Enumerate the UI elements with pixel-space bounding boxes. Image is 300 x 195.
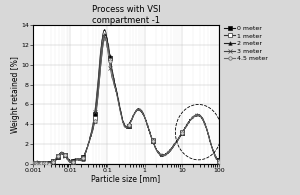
Legend: 0 meter, 1 meter, 2 meter, 3 meter, 4.5 meter: 0 meter, 1 meter, 2 meter, 3 meter, 4.5 … xyxy=(224,26,268,61)
X-axis label: Particle size [mm]: Particle size [mm] xyxy=(92,174,160,183)
Y-axis label: Weight retained [%]: Weight retained [%] xyxy=(11,56,20,133)
Title: Process with VSI
compartment -1: Process with VSI compartment -1 xyxy=(92,5,160,25)
